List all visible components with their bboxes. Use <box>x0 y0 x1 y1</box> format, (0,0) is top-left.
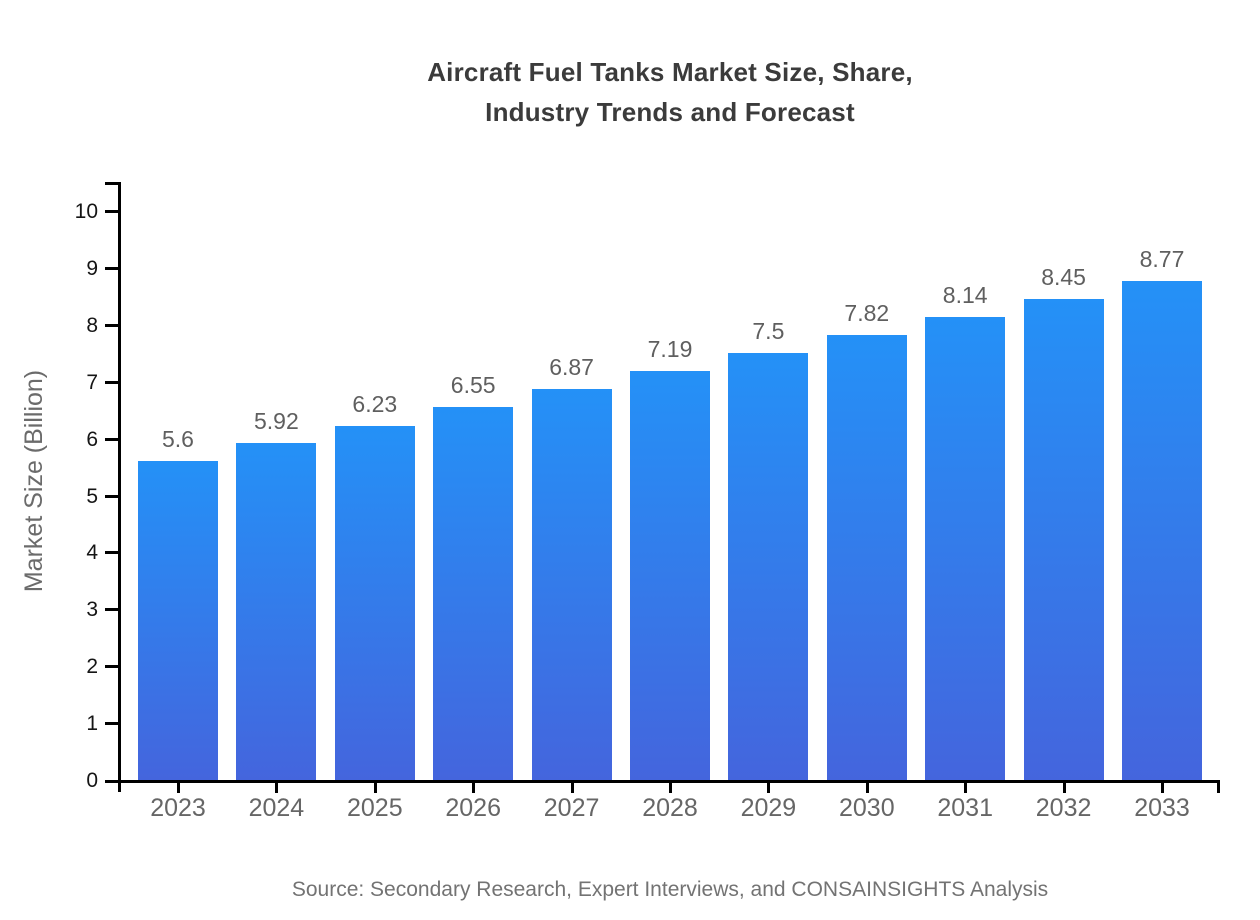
bar <box>925 316 1006 780</box>
y-axis-line <box>118 182 121 792</box>
x-tick <box>373 780 377 793</box>
y-tick <box>105 437 118 441</box>
y-tick-label: 8 <box>86 313 98 337</box>
x-tick <box>865 780 869 793</box>
chart-title: Aircraft Fuel Tanks Market Size, Share, … <box>80 52 1260 132</box>
y-tick-label: 6 <box>86 427 98 451</box>
bar <box>236 443 317 780</box>
y-tick-label: 9 <box>86 256 98 280</box>
x-tick-label: 2028 <box>642 794 698 822</box>
bar <box>1023 299 1104 780</box>
y-tick-label: 10 <box>74 200 98 223</box>
bar-value-label: 7.5 <box>752 318 785 345</box>
x-tick-label: 2026 <box>445 794 501 822</box>
y-tick <box>105 380 118 384</box>
x-axis-end-cap <box>1217 780 1220 793</box>
x-tick-label: 2025 <box>346 794 403 822</box>
bar-value-label: 6.23 <box>352 390 398 417</box>
bar-value-label: 6.87 <box>549 354 594 381</box>
x-tick-label: 2024 <box>248 794 305 822</box>
chart-title-line-2: Industry Trends and Forecast <box>485 97 855 127</box>
x-tick <box>669 780 672 793</box>
y-tick-label: 4 <box>86 541 98 565</box>
bar-value-label: 8.14 <box>942 281 988 308</box>
bar <box>826 335 907 780</box>
y-tick-label: 3 <box>86 598 98 622</box>
x-tick-label: 2032 <box>1035 794 1092 822</box>
y-tick <box>105 210 118 213</box>
bar-value-label: 8.77 <box>1139 245 1185 272</box>
bar-value-label: 7.82 <box>844 300 890 327</box>
y-tick <box>105 665 118 669</box>
bar <box>334 425 415 780</box>
x-tick-label: 2031 <box>937 794 993 822</box>
y-tick <box>105 323 118 327</box>
x-tick-label: 2033 <box>1134 794 1190 822</box>
chart-title-line-1: Aircraft Fuel Tanks Market Size, Share, <box>427 57 913 87</box>
x-tick <box>964 780 968 793</box>
y-axis-end-cap <box>105 182 118 185</box>
bar-value-label: 7.19 <box>647 335 693 362</box>
x-tick-label: 2023 <box>150 794 206 822</box>
x-tick-label: 2027 <box>543 794 600 822</box>
y-tick <box>105 494 118 498</box>
y-tick <box>105 780 118 783</box>
bar-value-label: 6.55 <box>450 372 496 399</box>
source-note: Source: Secondary Research, Expert Inter… <box>291 878 1049 901</box>
y-tick <box>105 551 118 555</box>
x-tick <box>472 780 476 793</box>
bar <box>728 353 809 780</box>
x-tick <box>1161 780 1164 793</box>
y-tick <box>105 608 118 612</box>
bar <box>531 389 612 780</box>
bar-value-label: 8.45 <box>1041 264 1086 291</box>
x-tick-label: 2030 <box>838 794 895 822</box>
bar <box>1122 280 1202 780</box>
y-tick-label: 5 <box>86 484 98 508</box>
bar <box>630 370 710 780</box>
x-tick <box>177 780 180 793</box>
bar <box>138 461 218 780</box>
y-tick-label: 0 <box>86 769 98 792</box>
y-tick <box>105 266 118 270</box>
y-tick-label: 7 <box>86 370 98 394</box>
bar <box>433 407 514 780</box>
y-tick-label: 2 <box>86 655 98 679</box>
y-tick-label: 1 <box>86 712 98 736</box>
x-tick <box>767 780 771 793</box>
y-tick <box>105 722 118 726</box>
x-axis-line <box>105 780 1220 783</box>
x-tick-label: 2029 <box>740 794 797 822</box>
x-tick <box>570 780 574 793</box>
x-tick <box>1062 780 1066 793</box>
source-note-wrap: Source: Secondary Research, Expert Inter… <box>80 878 1260 902</box>
bar-value-label: 5.6 <box>162 426 194 453</box>
bar-value-label: 5.92 <box>254 408 299 435</box>
x-tick <box>275 780 279 793</box>
